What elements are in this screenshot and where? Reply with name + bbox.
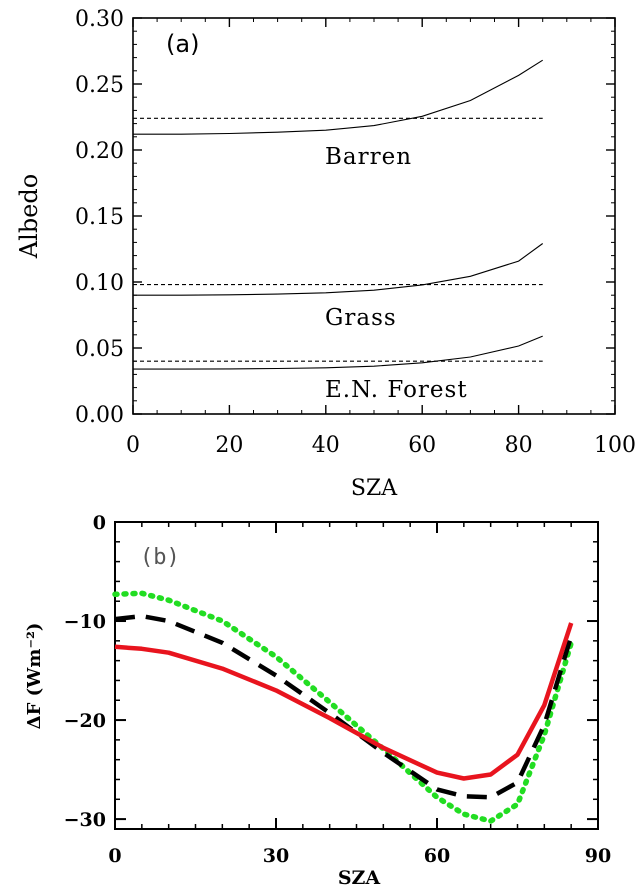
barren-line — [133, 59, 543, 135]
curve-label-barren: Barren — [325, 144, 412, 170]
albedo-x-ticks: 0 20 40 60 80 100 — [126, 18, 636, 458]
albedo-x-tick-label: 20 — [215, 433, 243, 458]
flux-x-ticks: 0 30 60 90 — [108, 522, 611, 867]
albedo-panel: 0 20 40 60 80 100 0.00 0.05 0.10 0.15 0.20 0.25 0.3… — [15, 7, 636, 501]
flux-x-tick-label: 0 — [108, 845, 121, 867]
albedo-y-axis-title: Albedo — [15, 174, 43, 259]
albedo-y-ticks: 0.00 0.05 0.10 0.15 0.20 0.25 0.30 — [75, 7, 615, 428]
flux-x-tick-label: 60 — [424, 845, 450, 867]
albedo-x-tick-label: 40 — [312, 433, 340, 458]
albedo-plot-frame — [132, 17, 616, 415]
albedo-x-tick-label: 100 — [594, 433, 636, 458]
curve-label-grass: Grass — [325, 305, 397, 331]
flux-solid-line — [114, 622, 574, 781]
albedo-x-axis-title: SZA — [351, 476, 398, 501]
flux-dashed-line — [114, 613, 574, 800]
flux-y-tick-label: −30 — [64, 809, 106, 831]
albedo-series — [133, 59, 544, 370]
albedo-x-tick-label: 80 — [505, 433, 533, 458]
albedo-y-tick-label: 0.20 — [75, 139, 124, 164]
flux-y-tick-label: −10 — [64, 611, 106, 633]
flux-x-tick-label: 30 — [263, 845, 289, 867]
flux-panel: 0 30 60 90 −30 −20 −10 0 (b) SZA ΔF (Wm⁻²) — [24, 512, 611, 889]
flux-series — [112, 590, 574, 824]
albedo-y-tick-label: 0.00 — [75, 403, 124, 428]
flux-panel-label: (b) — [140, 545, 180, 570]
grass-line — [133, 243, 544, 296]
albedo-y-tick-label: 0.10 — [75, 271, 124, 296]
flux-y-tick-label: −20 — [64, 710, 106, 732]
albedo-y-tick-label: 0.30 — [75, 7, 124, 32]
albedo-y-tick-label: 0.15 — [75, 205, 124, 230]
flux-y-ticks: −30 −20 −10 0 — [64, 512, 598, 831]
albedo-curve-labels: Barren Grass E.N. Forest — [325, 144, 468, 403]
albedo-x-tick-label: 0 — [126, 433, 140, 458]
albedo-x-tick-label: 60 — [408, 433, 436, 458]
e-n-forest-line — [133, 335, 543, 370]
flux-x-axis-title: SZA — [338, 867, 381, 889]
albedo-y-tick-label: 0.25 — [75, 73, 124, 98]
flux-x-tick-label: 90 — [585, 845, 611, 867]
curve-label-e-n-forest: E.N. Forest — [325, 377, 468, 403]
flux-y-axis-title: ΔF (Wm⁻²) — [24, 623, 45, 730]
albedo-panel-label: (a) — [166, 30, 199, 58]
albedo-y-tick-label: 0.05 — [75, 337, 124, 362]
flux-y-tick-label: 0 — [93, 512, 106, 534]
